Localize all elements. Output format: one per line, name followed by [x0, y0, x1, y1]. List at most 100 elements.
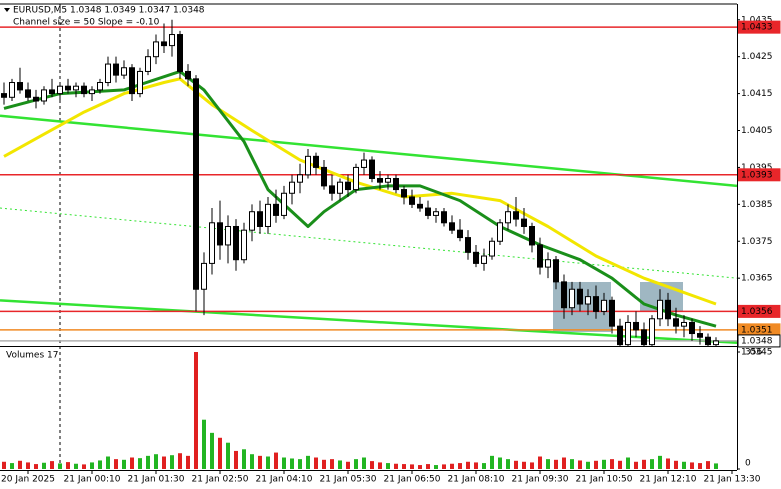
y-tick-label: 1.0375 [741, 237, 773, 247]
price-panel [0, 19, 737, 346]
candle-body [353, 166, 359, 191]
candle-body [321, 166, 327, 187]
volume-bar [314, 457, 318, 469]
candle-body [201, 262, 207, 290]
candle-body [121, 67, 127, 76]
volume-bar [418, 465, 422, 469]
volume-bar [234, 450, 238, 469]
volume-bar [450, 463, 454, 469]
candle-body [625, 321, 631, 346]
volume-bar [106, 456, 110, 469]
candle-body [281, 192, 287, 216]
candle-body [89, 89, 95, 95]
volume-bar [242, 449, 246, 469]
candle-body [601, 299, 607, 312]
volume-bar [50, 461, 54, 469]
volume-bar [394, 463, 398, 469]
x-tick-label: 21 Jan 09:30 [512, 475, 569, 485]
x-tick-label: 21 Jan 12:10 [640, 475, 697, 485]
volume-bar [298, 459, 302, 469]
candle-body [393, 178, 399, 191]
volume-bar [130, 457, 134, 469]
candle-body [537, 244, 543, 268]
volume-bar [482, 463, 486, 469]
axes: 1.0435 1.0425 1.0415 1.0405 1.0395 1.0385 1.03… [1, 15, 781, 485]
x-tick-label: 21 Jan 01:30 [128, 475, 185, 485]
candle-body [185, 70, 191, 80]
volume-bar [306, 455, 310, 469]
y-tick-label: 1.0395 [741, 163, 773, 173]
level-label: 1.0351 [741, 325, 773, 335]
candle-body [513, 211, 519, 220]
volume-bar [250, 454, 254, 469]
x-tick-label: 21 Jan 00:10 [64, 475, 121, 485]
volume-bar [682, 461, 686, 469]
volume-bar [458, 463, 462, 469]
menu-arrow [4, 8, 10, 12]
candle-body [0, 93, 7, 98]
volume-bar [642, 459, 646, 469]
chart-title: EURUSD,M5 1.0348 1.0349 1.0347 1.0348 [13, 6, 205, 16]
volume-bar [338, 460, 342, 469]
candle-body [713, 340, 719, 346]
candle-body [457, 229, 463, 239]
candle-body [169, 34, 175, 47]
candle-body [569, 288, 575, 309]
candle-body [257, 211, 263, 227]
y-tick-label: 1.0415 [741, 89, 773, 99]
candle-body [545, 259, 551, 268]
candle-body [241, 229, 247, 261]
volume-bar [66, 462, 70, 469]
volume-bar [330, 459, 334, 469]
volume-bar [562, 457, 566, 469]
candle-body [153, 41, 159, 58]
candle-body [665, 299, 671, 320]
volume-bar [426, 464, 430, 469]
volume-bar [322, 459, 326, 469]
volume-bar [282, 457, 286, 469]
volume-bar [698, 463, 702, 469]
candle-body [689, 321, 695, 335]
candle-body [449, 222, 455, 231]
candle-body [385, 178, 391, 183]
volume-bar [442, 464, 446, 469]
candle-body [481, 255, 487, 264]
candle-body [81, 85, 87, 95]
candle-body [465, 237, 471, 253]
volume-bar [362, 457, 366, 469]
candle-body [105, 63, 111, 84]
volume-title: Volumes 17 [6, 351, 58, 361]
volume-bar [522, 461, 526, 469]
candle-body [617, 325, 623, 346]
candle-body [673, 318, 679, 327]
y-tick-label: 1.0365 [741, 274, 773, 284]
candle-body [289, 181, 295, 194]
candle-body [473, 251, 479, 264]
candle-body [57, 85, 63, 95]
x-tick-label: 21 Jan 06:50 [384, 475, 441, 485]
volume-bar [706, 461, 710, 469]
volume-bar [650, 459, 654, 469]
volume-bar [386, 463, 390, 469]
candle-body [113, 63, 119, 76]
volume-bar [114, 459, 118, 469]
candle-body [129, 67, 135, 95]
candle-body [593, 296, 599, 312]
volume-bar [474, 462, 478, 469]
volume-bar [586, 461, 590, 469]
volume-bar [74, 463, 78, 469]
level-label: 1.0356 [741, 307, 773, 317]
candle-body [161, 41, 167, 47]
candle-body [369, 159, 375, 180]
candle-body [553, 259, 559, 283]
candle-body [233, 225, 239, 261]
candle-body [377, 178, 383, 183]
x-tick-label: 20 Jan 2025 [1, 475, 55, 485]
y-tick-label: 1.0385 [741, 200, 773, 210]
volume-panel [1, 352, 718, 469]
candle-body [585, 296, 591, 305]
candle-body [177, 34, 183, 72]
candle-body [657, 299, 663, 320]
channel-line [0, 299, 737, 345]
volume-bar [674, 460, 678, 469]
